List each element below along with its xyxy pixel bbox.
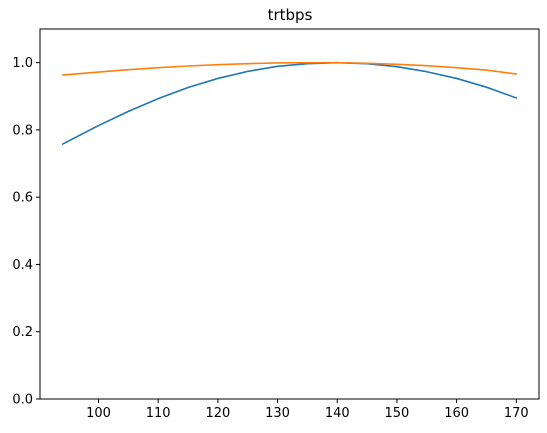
x-axis: 100 110 120 130 140 150 160 170 bbox=[86, 399, 529, 421]
x-tick-label: 120 bbox=[205, 406, 230, 421]
series-line-1 bbox=[61, 61, 518, 145]
x-tick-label: 150 bbox=[385, 406, 410, 421]
y-tick-label: 0.8 bbox=[12, 123, 33, 138]
x-tick-label: 110 bbox=[146, 406, 171, 421]
x-tick-label: 170 bbox=[504, 406, 529, 421]
y-tick-label: 0.0 bbox=[12, 393, 33, 408]
x-tick-label: 130 bbox=[265, 406, 290, 421]
x-tick-label: 160 bbox=[444, 406, 469, 421]
series-line-2 bbox=[61, 61, 518, 76]
y-tick-label: 0.2 bbox=[12, 325, 33, 340]
plot-area bbox=[61, 61, 518, 145]
chart-title: trtbps bbox=[268, 6, 313, 24]
y-axis: 0.0 0.2 0.4 0.6 0.8 1.0 bbox=[12, 56, 40, 408]
x-tick-label: 100 bbox=[86, 406, 111, 421]
y-tick-label: 0.4 bbox=[12, 258, 33, 273]
x-tick-label: 140 bbox=[325, 406, 350, 421]
y-tick-label: 0.6 bbox=[12, 191, 33, 206]
y-tick-label: 1.0 bbox=[12, 56, 33, 71]
axes-frame bbox=[39, 28, 540, 400]
